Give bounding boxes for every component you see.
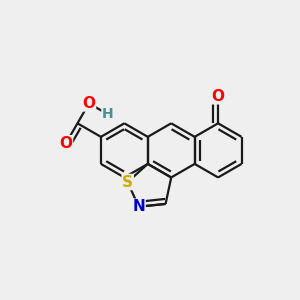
Text: O: O (212, 89, 225, 104)
Text: H: H (102, 107, 113, 121)
Text: O: O (82, 96, 95, 111)
Text: O: O (59, 136, 73, 151)
Text: N: N (132, 199, 145, 214)
Text: S: S (122, 175, 133, 190)
